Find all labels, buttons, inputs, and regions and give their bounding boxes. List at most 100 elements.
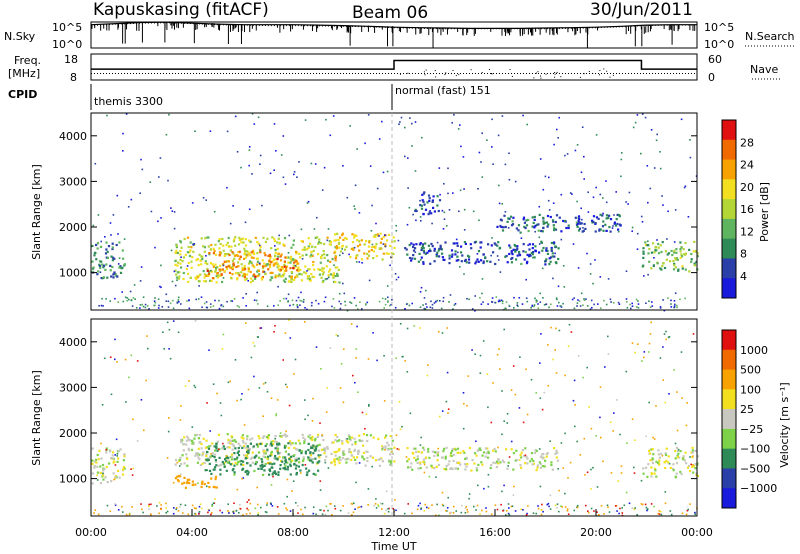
- echo-cell: [621, 507, 623, 509]
- echo-cell: [430, 464, 433, 467]
- echo-cell: [109, 356, 112, 358]
- echo-cell: [526, 512, 528, 515]
- echo-cell: [351, 514, 353, 516]
- echo-cell: [319, 422, 321, 424]
- echo-cell: [446, 510, 448, 512]
- echo-cell: [350, 454, 353, 457]
- echo-cell: [344, 300, 346, 303]
- echo-cell: [411, 257, 414, 260]
- echo-cell: [317, 268, 320, 271]
- echo-cell: [576, 144, 579, 146]
- echo-cell: [470, 469, 473, 472]
- echo-cell: [510, 389, 513, 391]
- echo-cell: [279, 432, 282, 434]
- echo-cell: [171, 210, 174, 212]
- echo-cell: [419, 204, 422, 207]
- echo-cell: [249, 512, 251, 515]
- echo-cell: [532, 459, 535, 462]
- echo-cell: [615, 218, 618, 221]
- echo-cell: [612, 430, 614, 432]
- echo-cell: [602, 220, 605, 223]
- echo-cell: [200, 443, 203, 446]
- echo-cell: [454, 448, 457, 451]
- echo-cell: [257, 514, 259, 516]
- echo-cell: [415, 219, 417, 222]
- echo-cell: [231, 268, 234, 271]
- echo-cell: [270, 484, 273, 486]
- echo-cell: [180, 441, 183, 444]
- echo-cell: [311, 438, 314, 441]
- echo-cell: [302, 456, 305, 459]
- echo-cell: [380, 502, 382, 505]
- echo-cell: [542, 216, 545, 219]
- echo-cell: [174, 477, 177, 480]
- echo-cell: [248, 499, 250, 501]
- echo-cell: [484, 256, 487, 259]
- echo-cell: [142, 296, 145, 298]
- echo-cell: [202, 270, 205, 273]
- echo-cell: [93, 251, 96, 254]
- echo-cell: [270, 444, 274, 447]
- echo-cell: [204, 446, 208, 449]
- echo-cell: [480, 161, 482, 163]
- echo-cell: [130, 299, 133, 301]
- echo-cell: [420, 256, 423, 259]
- echo-cell: [165, 133, 168, 136]
- echo-cell: [486, 447, 489, 450]
- echo-cell: [106, 481, 109, 484]
- echo-cell: [399, 121, 401, 123]
- echo-cell: [675, 248, 678, 251]
- echo-cell: [544, 459, 547, 462]
- echo-cell: [295, 252, 298, 255]
- echo-cell: [431, 303, 434, 306]
- echo-cell: [216, 266, 219, 269]
- power-colorbar-swatch: [722, 238, 736, 259]
- echo-cell: [301, 254, 304, 257]
- echo-cell: [189, 276, 192, 279]
- echo-cell: [688, 470, 692, 473]
- x-tick-label: 08:00: [277, 526, 309, 539]
- echo-cell: [423, 307, 426, 310]
- echo-cell: [200, 255, 203, 258]
- echo-cell: [191, 202, 194, 204]
- echo-cell: [509, 215, 513, 218]
- echo-cell: [299, 469, 302, 472]
- echo-cell: [216, 440, 219, 443]
- echo-cell: [474, 262, 477, 265]
- echo-cell: [290, 280, 293, 283]
- echo-cell: [662, 262, 665, 265]
- echo-cell: [114, 358, 116, 361]
- echo-cell: [414, 209, 417, 212]
- nsearch-label: N.Search: [745, 30, 795, 43]
- echo-cell: [415, 243, 418, 246]
- echo-cell: [204, 260, 207, 263]
- echo-cell: [213, 449, 217, 452]
- echo-cell: [304, 452, 307, 455]
- echo-cell: [641, 360, 643, 362]
- echo-cell: [468, 493, 471, 495]
- echo-cell: [288, 234, 291, 237]
- echo-cell: [593, 510, 595, 512]
- echo-cell: [357, 391, 359, 393]
- echo-cell: [225, 244, 228, 247]
- echo-cell: [557, 468, 559, 470]
- echo-cell: [288, 275, 291, 278]
- echo-cell: [323, 166, 326, 169]
- echo-cell: [320, 448, 323, 451]
- echo-cell: [145, 379, 147, 382]
- echo-cell: [111, 256, 115, 259]
- echo-cell: [332, 272, 336, 275]
- echo-cell: [487, 303, 489, 305]
- echo-cell: [504, 255, 507, 258]
- echo-cell: [234, 359, 237, 361]
- echo-cell: [98, 265, 102, 268]
- echo-cell: [424, 242, 427, 245]
- echo-cell: [532, 462, 535, 465]
- echo-cell: [600, 307, 602, 309]
- echo-cell: [666, 253, 669, 256]
- echo-cell: [243, 424, 246, 426]
- echo-cell: [212, 247, 215, 250]
- echo-cell: [238, 512, 240, 514]
- echo-cell: [539, 292, 541, 295]
- echo-cell: [482, 301, 484, 303]
